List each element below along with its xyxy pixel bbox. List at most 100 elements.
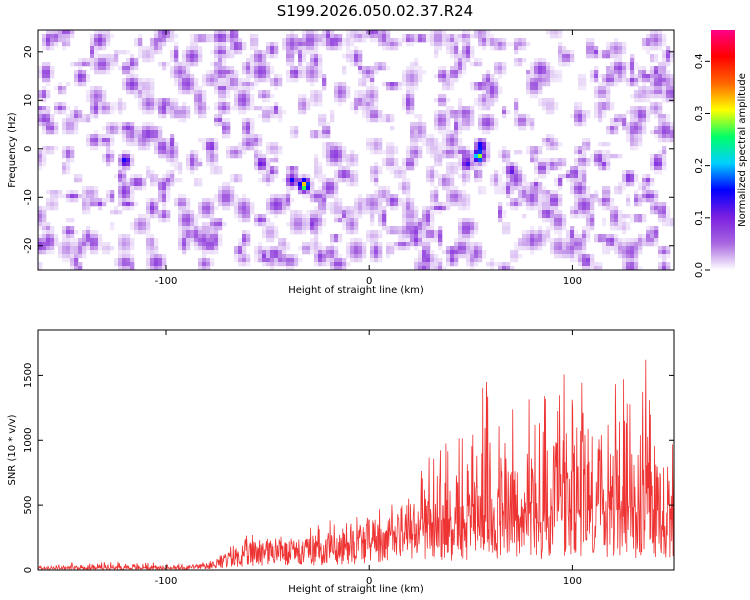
heatmap-cell	[162, 102, 167, 107]
heatmap-cell	[274, 206, 279, 211]
heatmap-cell	[186, 238, 191, 243]
heatmap-cell	[554, 210, 559, 215]
heatmap-cell	[274, 210, 279, 215]
heatmap-cell	[342, 42, 347, 47]
heatmap-cell	[602, 206, 607, 211]
heatmap-cell	[186, 218, 191, 223]
heatmap-cell	[466, 30, 471, 35]
heatmap-cell	[282, 242, 287, 247]
heatmap-cell	[254, 82, 259, 87]
heatmap-cell	[530, 230, 535, 235]
heatmap-cell	[86, 194, 91, 199]
heatmap-cell	[146, 230, 151, 235]
heatmap-cell	[458, 202, 463, 207]
heatmap-cell	[218, 74, 223, 79]
heatmap-cell	[662, 254, 667, 259]
heatmap-cell	[614, 226, 619, 231]
heatmap-cell	[222, 54, 227, 59]
heatmap-cell	[610, 50, 615, 55]
heatmap-cell	[450, 54, 455, 59]
heatmap-cell	[418, 250, 423, 255]
heatmap-cell	[66, 190, 71, 195]
heatmap-cell	[74, 126, 79, 131]
heatmap-cell	[82, 194, 87, 199]
heatmap-cell	[234, 214, 239, 219]
heatmap-cell	[142, 90, 147, 95]
heatmap-cell	[618, 222, 623, 227]
heatmap-cell	[462, 202, 467, 207]
heatmap-cell	[610, 70, 615, 75]
heatmap-cell	[398, 166, 403, 171]
heatmap-cell	[442, 138, 447, 143]
heatmap-cell	[578, 118, 583, 123]
heatmap-cell	[614, 114, 619, 119]
heatmap-cell	[382, 82, 387, 87]
heatmap-cell	[642, 66, 647, 71]
heatmap-cell	[490, 82, 495, 87]
heatmap-cell	[406, 106, 411, 111]
heatmap-cell	[426, 230, 431, 235]
heatmap-cell	[394, 242, 399, 247]
heatmap-cell	[270, 70, 275, 75]
heatmap-cell	[490, 258, 495, 263]
heatmap-cell	[402, 230, 407, 235]
heatmap-cell	[350, 102, 355, 107]
heatmap-cell	[214, 206, 219, 211]
heatmap-cell	[194, 182, 199, 187]
heatmap-cell	[446, 246, 451, 251]
heatmap-cell	[530, 250, 535, 255]
heatmap-cell	[286, 34, 291, 39]
heatmap-cell	[66, 150, 71, 155]
heatmap-cell	[322, 146, 327, 151]
heatmap-cell	[58, 190, 63, 195]
colorbar-axis: 0.00.10.20.30.4	[694, 53, 710, 278]
heatmap-cell	[526, 70, 531, 75]
heatmap-cell	[430, 146, 435, 151]
heatmap-cell	[134, 202, 139, 207]
heatmap-cell	[162, 62, 167, 67]
heatmap-cell	[466, 170, 471, 175]
heatmap-cell	[130, 162, 135, 167]
heatmap-cell	[470, 262, 475, 267]
heatmap-cell	[106, 190, 111, 195]
heatmap-cell	[266, 114, 271, 119]
heatmap-cell	[118, 262, 123, 267]
heatmap-cell	[618, 214, 623, 219]
heatmap-cell	[226, 74, 231, 79]
heatmap-cell	[654, 70, 659, 75]
heatmap-cell	[202, 146, 207, 151]
heatmap-cell	[658, 122, 663, 127]
heatmap-cell	[406, 82, 411, 87]
heatmap-cell	[358, 194, 363, 199]
heatmap-cell	[182, 198, 187, 203]
heatmap-cell	[426, 138, 431, 143]
heatmap-cell	[494, 126, 499, 131]
heatmap-cell	[426, 178, 431, 183]
heatmap-cell	[326, 38, 331, 43]
heatmap-cell	[602, 90, 607, 95]
heatmap-cell	[522, 38, 527, 43]
heatmap-cell	[650, 30, 655, 35]
heatmap-cell	[158, 62, 163, 67]
heatmap-cell	[478, 86, 483, 91]
heatmap-cell	[414, 86, 419, 91]
heatmap-cell	[638, 234, 643, 239]
heatmap-cell	[622, 250, 627, 255]
heatmap-cell	[178, 178, 183, 183]
heatmap-cell	[418, 134, 423, 139]
heatmap-cell	[50, 230, 55, 235]
heatmap-cell	[306, 246, 311, 251]
heatmap-cell	[74, 110, 79, 115]
heatmap-cell	[218, 226, 223, 231]
heatmap-cell	[362, 210, 367, 215]
heatmap-cell	[310, 186, 315, 191]
heatmap-cell	[438, 202, 443, 207]
heatmap-cell	[46, 78, 51, 83]
heatmap-cell	[354, 62, 359, 67]
heatmap-cell	[238, 250, 243, 255]
heatmap-cell	[318, 70, 323, 75]
heatmap-cell	[490, 38, 495, 43]
heatmap-cell	[334, 174, 339, 179]
heatmap-cell	[58, 86, 63, 91]
heatmap-cell	[542, 102, 547, 107]
